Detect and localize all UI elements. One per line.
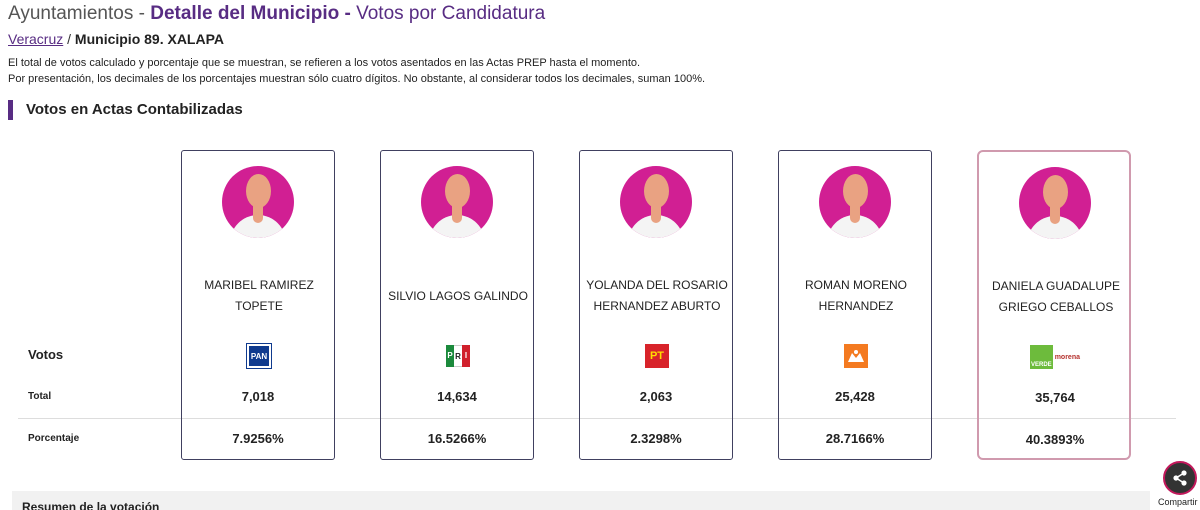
title-view: Votos por Candidatura — [356, 3, 546, 24]
movimiento-ciudadano-logo-icon — [844, 344, 868, 368]
candidate-card[interactable]: YOLANDA DEL ROSARIO HERNANDEZ ABURTO PT … — [579, 150, 733, 460]
disclaimer-note: El total de votos calculado y porcentaje… — [8, 57, 641, 69]
candidate-percent: 40.3893% — [1025, 432, 1085, 447]
pvem-morena-logo-icon: VERDE morena — [1030, 345, 1080, 369]
candidate-card[interactable]: ROMAN MORENO HERNANDEZ 25,428 28.7166% — [778, 150, 932, 460]
row-label-total: Total — [28, 391, 52, 402]
summary-title: Resumen de la votación — [22, 500, 160, 510]
candidate-name: MARIBEL RAMIREZ TOPETE — [204, 278, 314, 313]
candidate-name: ROMAN MORENO HERNANDEZ — [805, 278, 907, 313]
candidate-percent: 2.3298% — [630, 431, 682, 446]
candidate-name: YOLANDA DEL ROSARIO HERNANDEZ ABURTO — [586, 278, 728, 313]
candidate-avatar — [1019, 167, 1091, 239]
breadcrumb-state-link[interactable]: Veracruz — [8, 31, 64, 47]
candidate-avatar — [819, 166, 891, 238]
row-label-percent: Porcentaje — [28, 433, 80, 444]
breadcrumb-municipality: Municipio 89. XALAPA — [74, 31, 225, 47]
candidate-name: DANIELA GUADALUPE GRIEGO CEBALLOS — [991, 279, 1121, 314]
summary-section[interactable]: Resumen de la votación — [12, 491, 1150, 510]
candidate-percent: 7.9256% — [232, 431, 284, 446]
row-label-votos: Votos — [28, 347, 64, 362]
candidate-total: 7,018 — [241, 389, 275, 404]
share-label[interactable]: Compartir — [1158, 497, 1198, 507]
candidate-percent: 16.5266% — [427, 431, 487, 446]
share-icon — [1173, 470, 1187, 486]
candidate-total: 35,764 — [1035, 390, 1075, 405]
pt-logo-icon: PT — [645, 344, 669, 368]
share-button[interactable] — [1163, 461, 1197, 495]
title-detail: Detalle del Municipio — [150, 3, 340, 24]
candidate-total: 2,063 — [639, 389, 673, 404]
page-title: Ayuntamientos - Detalle del Municipio - … — [8, 3, 546, 24]
candidate-name: SILVIO LAGOS GALINDO — [388, 288, 528, 303]
section-title: Votos en Actas Contabilizadas — [8, 100, 243, 120]
candidate-total: 14,634 — [437, 389, 477, 404]
candidate-card[interactable]: MARIBEL RAMIREZ TOPETE PAN 7,018 7.9256% — [181, 150, 335, 460]
pan-logo-icon: PAN — [246, 343, 272, 369]
breadcrumb: Veracruz / Municipio 89. XALAPA — [8, 31, 225, 47]
candidate-card-leader[interactable]: DANIELA GUADALUPE GRIEGO CEBALLOS VERDE … — [977, 150, 1131, 460]
candidate-avatar — [222, 166, 294, 238]
candidate-avatar — [620, 166, 692, 238]
candidate-avatar — [421, 166, 493, 238]
candidate-total: 25,428 — [835, 389, 875, 404]
disclaimer-note: Por presentación, los decimales de los p… — [8, 73, 706, 85]
row-divider — [18, 418, 1176, 419]
title-section: Ayuntamientos — [8, 3, 134, 24]
candidate-percent: 28.7166% — [825, 431, 885, 446]
